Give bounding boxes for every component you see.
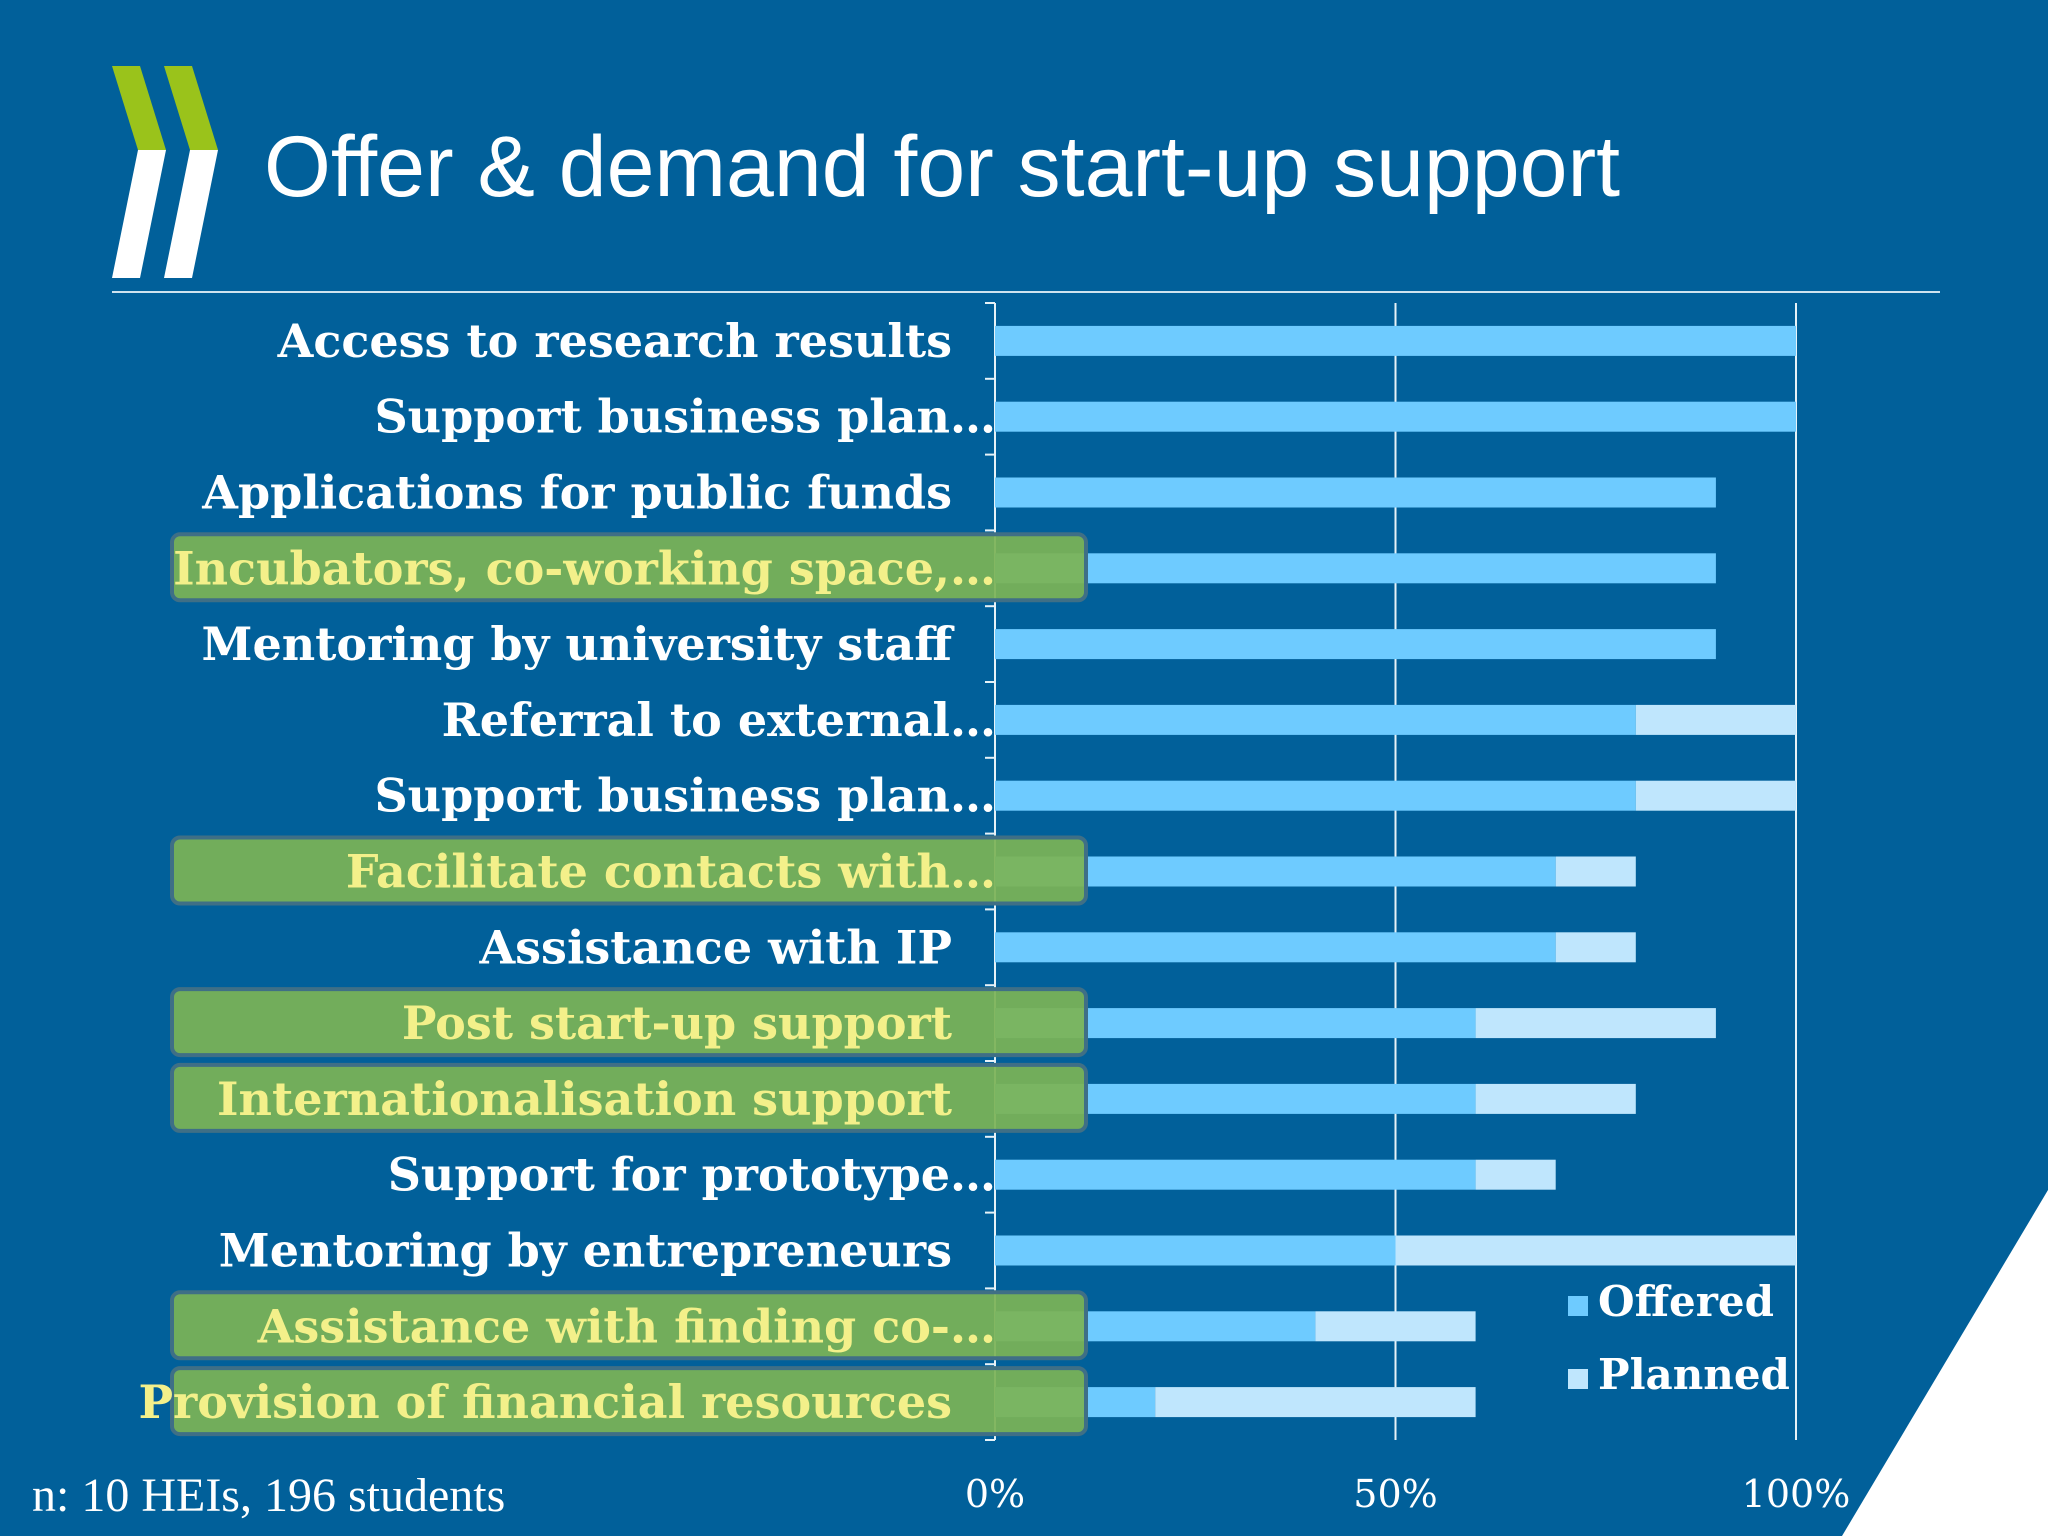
category-label: Applications for public funds — [201, 466, 952, 520]
bar-planned — [1395, 1235, 1796, 1266]
category-label: Post start-up support — [402, 996, 953, 1050]
highlight-box — [170, 1290, 1088, 1361]
category-label: Assistance with finding co-… — [257, 1299, 996, 1353]
bar-offered — [995, 704, 1636, 735]
legend-label: Planned — [1598, 1350, 1790, 1399]
sample-size-note: n: 10 HEIs, 196 students — [32, 1469, 506, 1522]
bar-planned — [1315, 1311, 1476, 1342]
bar-planned — [1155, 1387, 1476, 1418]
category-label: Assistance with IP — [478, 920, 952, 974]
bar-offered — [995, 1159, 1476, 1190]
bar-planned — [1555, 856, 1636, 887]
category-label: Support for prototype… — [388, 1148, 996, 1202]
category-label: Mentoring by university staff — [202, 617, 956, 671]
bar-offered — [995, 856, 1556, 887]
legend-label: Offered — [1598, 1277, 1774, 1326]
highlight-box — [170, 1366, 1088, 1437]
category-label: Incubators, co-working space,… — [173, 541, 996, 595]
highlight-box — [170, 532, 1088, 603]
x-tick-label: 0% — [965, 1472, 1025, 1516]
legend-swatch — [1568, 1296, 1588, 1316]
highlight-box — [170, 1062, 1088, 1133]
category-label: Referral to external… — [442, 693, 996, 747]
highlight-box — [170, 987, 1088, 1058]
bar-planned — [1475, 1083, 1636, 1114]
bar-offered — [995, 629, 1716, 660]
category-label: Facilitate contacts with… — [346, 845, 996, 899]
bar-offered — [995, 325, 1796, 356]
category-label: Support business plan… — [374, 769, 996, 823]
category-label: Mentoring by entrepreneurs — [219, 1224, 952, 1278]
category-label: Provision of financial resources — [138, 1375, 952, 1429]
bar-planned — [1555, 932, 1636, 963]
bar-offered — [995, 477, 1716, 508]
bar-planned — [1475, 1159, 1556, 1190]
legend-swatch — [1568, 1369, 1588, 1389]
bar-offered — [995, 401, 1796, 432]
x-tick-label: 50% — [1353, 1472, 1437, 1516]
highlight-box — [170, 835, 1088, 906]
bar-planned — [1635, 780, 1796, 811]
category-label: Access to research results — [277, 314, 952, 368]
bar-offered — [995, 780, 1636, 811]
category-label: Support business plan… — [374, 390, 996, 444]
x-tick-label: 100% — [1742, 1472, 1851, 1516]
bar-planned — [1635, 704, 1796, 735]
bar-planned — [1475, 1008, 1716, 1039]
slide-title: Offer & demand for start-up support — [264, 119, 1620, 215]
bar-offered — [995, 1235, 1396, 1266]
bar-offered — [995, 932, 1556, 963]
bar-offered — [995, 553, 1716, 584]
category-label: Internationalisation support — [217, 1072, 953, 1126]
